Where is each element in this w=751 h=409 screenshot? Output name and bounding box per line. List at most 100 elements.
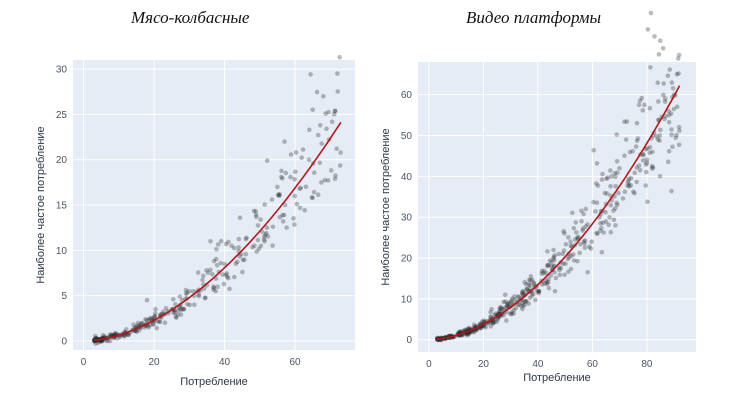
scatter-point [526, 285, 532, 291]
scatter-point [502, 305, 508, 311]
scatter-point [566, 235, 571, 240]
scatter-point [503, 299, 508, 304]
scatter-point [185, 302, 190, 307]
scatter-point [223, 241, 229, 247]
scatter-point [601, 230, 606, 235]
scatter-point [171, 297, 176, 302]
scatter-point [288, 174, 293, 180]
scatter-point [291, 216, 296, 221]
scatter-point [605, 175, 610, 180]
scatter-point [523, 281, 529, 287]
scatter-point [226, 275, 231, 281]
scatter-point [211, 287, 216, 292]
scatter-point [527, 295, 533, 301]
scatter-point [552, 270, 557, 275]
scatter-point [541, 270, 546, 276]
scatter-point [457, 329, 463, 335]
scatter-point [319, 180, 324, 185]
scatter-point [608, 202, 614, 208]
scatter-point [138, 321, 144, 326]
scatter-point [546, 285, 552, 291]
scatter-point [492, 312, 498, 318]
scatter-point [125, 332, 131, 338]
scatter-point [510, 296, 515, 301]
scatter-point [315, 192, 321, 197]
scatter-point [666, 159, 671, 165]
scatter-point [663, 113, 668, 119]
scatter-point [162, 320, 168, 326]
scatter-point [265, 234, 271, 239]
scatter-point [253, 212, 259, 218]
scatter-point [639, 95, 645, 101]
scatter-point [181, 306, 186, 312]
scatter-point [489, 306, 494, 312]
scatter-point [292, 193, 298, 199]
scatter-point [243, 251, 249, 257]
scatter-point [594, 181, 599, 186]
scatter-point [594, 230, 599, 236]
scatter-point [178, 312, 184, 317]
scatter-point [227, 286, 232, 292]
scatter-point [583, 224, 588, 229]
scatter-point [236, 245, 241, 250]
scatter-point [607, 215, 612, 220]
scatter-point [649, 163, 655, 169]
scatter-point [583, 206, 589, 212]
scatter-point [147, 316, 153, 322]
scatter-point [508, 311, 513, 317]
scatter-point [498, 304, 503, 310]
scatter-point [545, 249, 550, 254]
scatter-point [464, 333, 470, 338]
scatter-point [593, 209, 598, 214]
scatter-point [155, 318, 160, 324]
scatter-point [324, 126, 329, 132]
scatter-point [277, 215, 283, 220]
scatter-point [563, 261, 568, 267]
scatter-point [195, 270, 201, 275]
scatter-point [615, 170, 620, 175]
scatter-point [553, 275, 559, 281]
scatter-point [632, 170, 637, 176]
scatter-point [104, 338, 109, 343]
scatter-point [562, 272, 567, 278]
scatter-point [524, 299, 529, 304]
y-tick-label: 0 [406, 335, 412, 346]
scatter-point [595, 231, 600, 236]
x-tick-label: 20 [478, 359, 490, 370]
scatter-point [637, 167, 643, 173]
scatter-point [203, 295, 208, 300]
scatter-point [263, 232, 268, 237]
scatter-point [491, 320, 496, 326]
scatter-point [462, 327, 468, 333]
scatter-point [599, 249, 605, 255]
scatter-point [152, 314, 158, 320]
scatter-point [262, 234, 267, 239]
scatter-point [571, 258, 577, 263]
scatter-point [566, 255, 572, 260]
scatter-point [196, 292, 201, 297]
scatter-point [293, 169, 298, 175]
x-tick-label: 60 [587, 359, 599, 370]
scatter-point [551, 254, 557, 260]
scatter-point [288, 152, 294, 157]
trend-line [94, 121, 342, 342]
scatter-point [640, 108, 646, 113]
scatter-point [670, 86, 676, 91]
scatter-point [211, 284, 216, 290]
scatter-point [255, 237, 261, 243]
scatter-point [499, 306, 504, 311]
x-tick-label: 20 [149, 357, 161, 368]
scatter-point [297, 205, 303, 211]
scatter-point [603, 209, 608, 215]
scatter-point [524, 286, 529, 292]
scatter-point [536, 290, 541, 296]
scatter-point [587, 244, 592, 249]
scatter-point [177, 294, 183, 299]
scatter-point [627, 184, 632, 189]
scatter-point [335, 71, 340, 76]
scatter-point [573, 220, 579, 225]
scatter-point [314, 89, 320, 95]
scatter-point [545, 262, 551, 268]
scatter-point [642, 102, 647, 108]
